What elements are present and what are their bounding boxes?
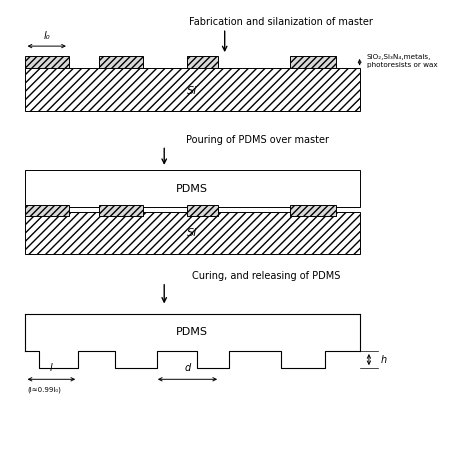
Text: SiO₂,Si₃N₄,metals,: SiO₂,Si₃N₄,metals, bbox=[366, 54, 431, 60]
Text: Si: Si bbox=[187, 228, 197, 238]
Text: PDMS: PDMS bbox=[176, 184, 208, 194]
Text: Si: Si bbox=[187, 86, 197, 96]
Bar bbox=[25, 212, 359, 254]
Text: l₀: l₀ bbox=[43, 31, 50, 41]
Bar bbox=[290, 56, 336, 68]
Bar bbox=[99, 56, 143, 68]
Text: Fabrication and silanization of master: Fabrication and silanization of master bbox=[189, 17, 373, 27]
Text: Curing, and releasing of PDMS: Curing, and releasing of PDMS bbox=[192, 271, 341, 281]
Text: d: d bbox=[184, 364, 190, 374]
Bar bbox=[25, 68, 359, 111]
Bar bbox=[290, 205, 336, 216]
Bar bbox=[25, 56, 69, 68]
Text: (l≈0.99l₀): (l≈0.99l₀) bbox=[27, 387, 61, 393]
Text: PDMS: PDMS bbox=[176, 327, 208, 338]
Bar bbox=[188, 56, 218, 68]
Polygon shape bbox=[25, 315, 359, 368]
Text: l: l bbox=[50, 364, 52, 374]
Bar bbox=[25, 205, 69, 216]
Text: Pouring of PDMS over master: Pouring of PDMS over master bbox=[186, 135, 329, 145]
Text: photoresists or wax: photoresists or wax bbox=[366, 62, 437, 68]
Bar bbox=[25, 171, 359, 207]
Bar bbox=[99, 205, 143, 216]
Bar bbox=[188, 205, 218, 216]
Text: h: h bbox=[380, 355, 387, 365]
